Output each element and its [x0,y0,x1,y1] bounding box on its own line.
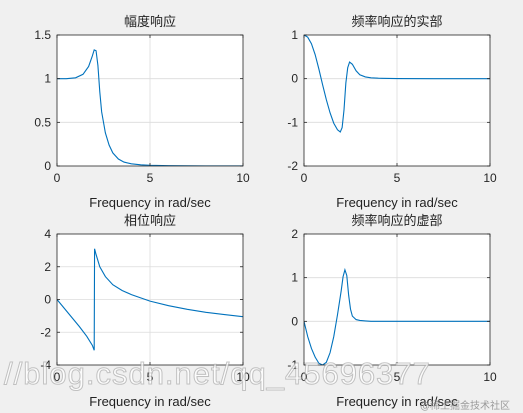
subplot-phase-response: 0 5 10 -4 -2 0 2 4 相位响应 [40,213,250,384]
x-axis-label: Frequency in rad/sec [89,394,211,409]
x-tick-label: 0 [301,171,308,185]
y-tick-label: -2 [287,159,298,173]
x-tick-label: 10 [236,370,250,384]
y-tick-label: -4 [40,358,51,372]
y-tick-label: 1.5 [34,28,51,42]
x-tick-label: 10 [483,171,497,185]
x-tick-label: 5 [147,171,154,185]
y-tick-label: 2 [44,260,51,274]
y-tick-label: 4 [44,227,51,241]
x-tick-label: 0 [54,370,61,384]
y-tick-label: 0 [44,159,51,173]
x-tick-label: 5 [394,171,401,185]
y-tick-label: 2 [291,227,298,241]
subplot-title: 频率响应的虚部 [351,213,442,229]
y-tick-label: -1 [287,358,298,372]
subplot-title: 频率响应的实部 [351,14,442,30]
subplot-magnitude-response: 0 5 10 0 0.5 1 1.5 幅度响应 [34,14,250,185]
y-tick-label: 1 [291,271,298,285]
x-tick-label: 0 [301,370,308,384]
x-tick-label: 5 [147,370,154,384]
subplot-title: 幅度响应 [124,14,176,30]
subplot-title: 相位响应 [124,213,176,229]
watermark-corner-text: @稀土掘金技术社区 [420,401,510,412]
x-axis-label: Frequency in rad/sec [89,195,211,210]
y-tick-label: 1 [291,28,298,42]
gridlines [57,35,243,166]
x-axis-label: Frequency in rad/sec [336,195,458,210]
y-tick-label: 0 [291,72,298,86]
x-axis-label: Frequency in rad/sec [336,394,458,409]
y-tick-label: -1 [287,115,298,129]
y-tick-label: 0 [44,293,51,307]
series-line-0 [304,35,490,133]
series-line-0 [57,248,243,351]
subplot-real-part: 0 5 10 -2 -1 0 1 频率响应的实部 [287,14,497,185]
gridlines [57,234,243,365]
y-tick-label: -2 [40,325,51,339]
x-tick-label: 0 [54,171,61,185]
y-tick-label: 0.5 [34,115,51,129]
x-tick-label: 10 [236,171,250,185]
series-line-0 [304,267,490,365]
x-tick-label: 10 [483,370,497,384]
y-tick-label: 1 [44,72,51,86]
x-tick-label: 5 [394,370,401,384]
y-tick-label: 0 [291,314,298,328]
